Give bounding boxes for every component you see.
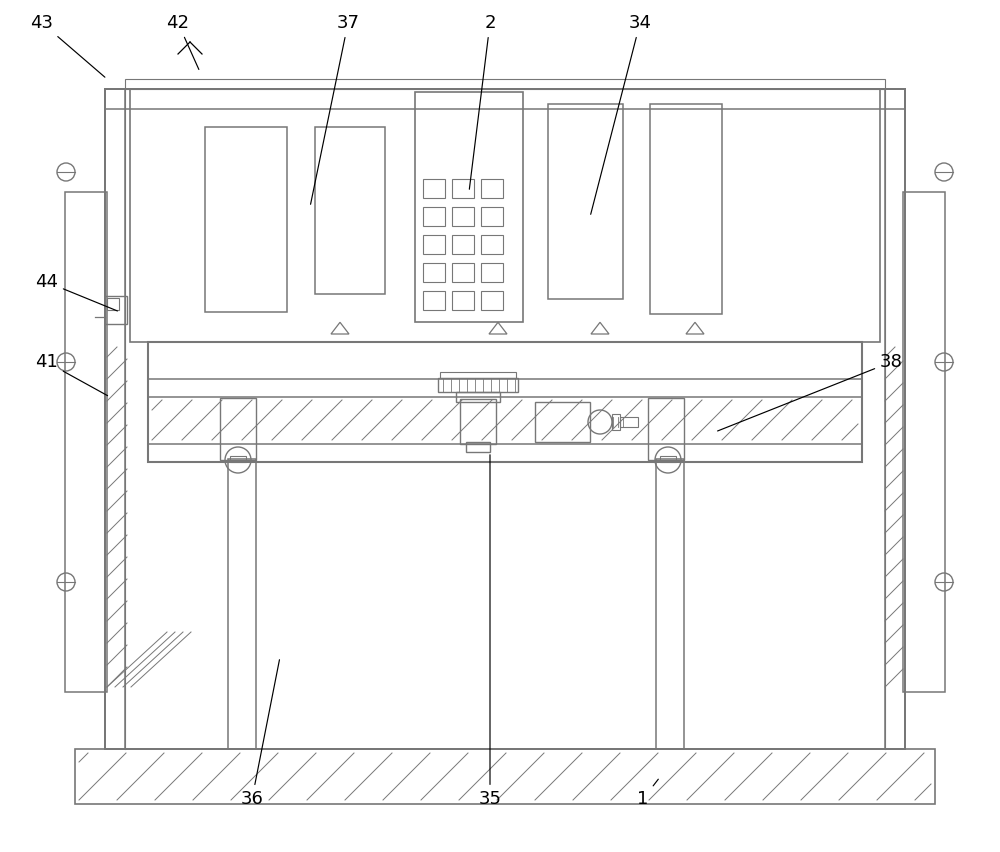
Bar bbox=[315, 127, 385, 294]
Text: 37: 37 bbox=[311, 14, 360, 204]
Bar bbox=[650, 104, 722, 314]
Text: 41: 41 bbox=[35, 353, 108, 395]
Bar bbox=[105, 89, 125, 749]
Text: 43: 43 bbox=[30, 14, 105, 78]
Bar bbox=[656, 459, 684, 749]
Bar bbox=[612, 414, 620, 430]
Bar bbox=[460, 399, 496, 444]
Bar bbox=[481, 179, 503, 198]
Bar bbox=[105, 296, 127, 324]
Bar bbox=[423, 235, 445, 254]
Text: 44: 44 bbox=[35, 273, 117, 311]
Bar bbox=[105, 89, 905, 749]
Bar bbox=[423, 179, 445, 198]
Bar bbox=[440, 372, 516, 378]
Bar bbox=[620, 417, 638, 427]
Bar bbox=[105, 89, 905, 109]
Bar bbox=[548, 104, 623, 299]
Bar bbox=[107, 298, 119, 310]
Bar bbox=[423, 263, 445, 282]
Bar bbox=[148, 342, 862, 462]
Bar bbox=[466, 442, 490, 452]
Bar bbox=[648, 398, 684, 460]
Bar bbox=[481, 291, 503, 310]
Bar bbox=[660, 456, 676, 462]
Text: 35: 35 bbox=[479, 455, 502, 808]
Bar bbox=[230, 456, 246, 462]
Bar bbox=[452, 263, 474, 282]
Bar bbox=[75, 749, 935, 804]
Bar bbox=[148, 444, 862, 462]
Bar bbox=[228, 459, 256, 749]
Bar bbox=[452, 235, 474, 254]
Bar bbox=[423, 291, 445, 310]
Text: 1: 1 bbox=[637, 780, 658, 808]
Bar bbox=[205, 127, 287, 312]
Bar bbox=[481, 235, 503, 254]
Bar bbox=[452, 207, 474, 226]
Bar bbox=[481, 263, 503, 282]
Bar bbox=[220, 398, 256, 460]
Text: 36: 36 bbox=[241, 659, 279, 808]
Text: 38: 38 bbox=[718, 353, 903, 431]
Bar bbox=[452, 291, 474, 310]
Bar bbox=[903, 192, 945, 692]
Bar bbox=[438, 378, 518, 392]
Bar bbox=[456, 392, 500, 402]
Bar bbox=[535, 402, 590, 442]
Bar bbox=[415, 92, 523, 322]
Bar bbox=[885, 89, 905, 749]
Text: 42: 42 bbox=[166, 14, 199, 70]
Text: 2: 2 bbox=[469, 14, 496, 189]
Bar bbox=[452, 179, 474, 198]
Bar bbox=[130, 89, 880, 342]
Bar bbox=[423, 207, 445, 226]
Bar bbox=[148, 379, 862, 397]
Bar bbox=[65, 192, 107, 692]
Bar bbox=[481, 207, 503, 226]
Bar bbox=[125, 79, 885, 89]
Text: 34: 34 bbox=[591, 14, 652, 215]
